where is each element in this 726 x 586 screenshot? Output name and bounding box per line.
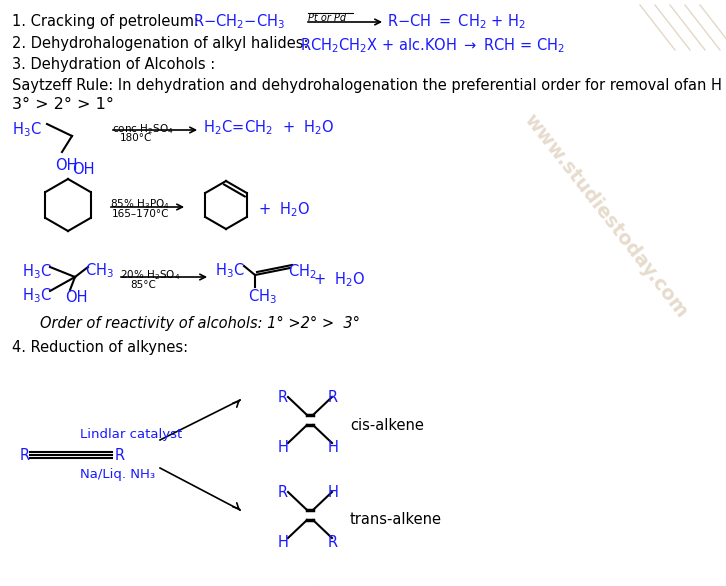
Text: R$-$CH $=$ CH$_2$ $+$ H$_2$: R$-$CH $=$ CH$_2$ $+$ H$_2$	[387, 12, 526, 30]
Text: OH: OH	[65, 290, 88, 305]
Text: 165–170°C: 165–170°C	[112, 209, 169, 219]
Text: OH: OH	[55, 158, 78, 173]
Text: H: H	[278, 535, 289, 550]
Text: CH$_2$: CH$_2$	[288, 262, 317, 281]
Text: 85% H$_3$PO$_4$: 85% H$_3$PO$_4$	[110, 197, 170, 211]
Text: OH: OH	[72, 162, 94, 177]
Text: 4. Reduction of alkynes:: 4. Reduction of alkynes:	[12, 340, 188, 355]
Text: Pt or Pd: Pt or Pd	[308, 13, 346, 23]
Text: 180°C: 180°C	[120, 133, 152, 143]
Text: R: R	[278, 390, 288, 405]
Text: H$_3$C: H$_3$C	[22, 262, 52, 281]
Text: 3° > 2° > 1°: 3° > 2° > 1°	[12, 97, 114, 112]
Text: H$_3$C: H$_3$C	[12, 120, 41, 139]
Text: H: H	[278, 440, 289, 455]
Text: trans-alkene: trans-alkene	[350, 512, 442, 527]
Text: cis-alkene: cis-alkene	[350, 418, 424, 433]
Text: 85°C: 85°C	[130, 280, 156, 290]
Text: 20% H$_2$SO$_4$: 20% H$_2$SO$_4$	[120, 268, 180, 282]
Text: Na/Liq. NH₃: Na/Liq. NH₃	[80, 468, 155, 481]
Text: Saytzeff Rule: In dehydration and dehydrohalogenation the preferential order for: Saytzeff Rule: In dehydration and dehydr…	[12, 78, 726, 93]
Text: $+$  H$_2$O: $+$ H$_2$O	[258, 200, 311, 219]
Text: H$_3$C: H$_3$C	[215, 261, 245, 280]
Text: R$-$CH$_2$$-$CH$_3$: R$-$CH$_2$$-$CH$_3$	[193, 12, 285, 30]
Text: Order of reactivity of alcohols: 1° >2° >  3°: Order of reactivity of alcohols: 1° >2° …	[40, 316, 360, 331]
Text: R: R	[328, 535, 338, 550]
Text: www.studiestoday.com: www.studiestoday.com	[520, 110, 691, 321]
Text: R: R	[20, 448, 30, 462]
Text: H$_2$C$\!=\!$CH$_2$  $+$  H$_2$O: H$_2$C$\!=\!$CH$_2$ $+$ H$_2$O	[203, 118, 335, 137]
Text: H: H	[328, 485, 339, 500]
Text: 3. Dehydration of Alcohols :: 3. Dehydration of Alcohols :	[12, 57, 215, 72]
Text: R: R	[115, 448, 125, 462]
Text: 2. Dehydrohalogenation of alkyl halides:: 2. Dehydrohalogenation of alkyl halides:	[12, 36, 322, 51]
Text: Lindlar catalyst: Lindlar catalyst	[80, 428, 182, 441]
Text: R: R	[328, 390, 338, 405]
Text: H: H	[328, 440, 339, 455]
Text: $+$  H$_2$O: $+$ H$_2$O	[313, 270, 365, 289]
Text: 1. Cracking of petroleum:: 1. Cracking of petroleum:	[12, 14, 199, 29]
Text: CH$_3$: CH$_3$	[85, 261, 114, 280]
Text: H$_3$C: H$_3$C	[22, 286, 52, 305]
Text: CH$_3$: CH$_3$	[248, 287, 277, 306]
Text: R: R	[278, 485, 288, 500]
Text: RCH$_2$CH$_2$X + alc.KOH $\rightarrow$ RCH = CH$_2$: RCH$_2$CH$_2$X + alc.KOH $\rightarrow$ R…	[300, 36, 565, 54]
Text: conc H$_2$SO$_4$: conc H$_2$SO$_4$	[112, 122, 174, 136]
